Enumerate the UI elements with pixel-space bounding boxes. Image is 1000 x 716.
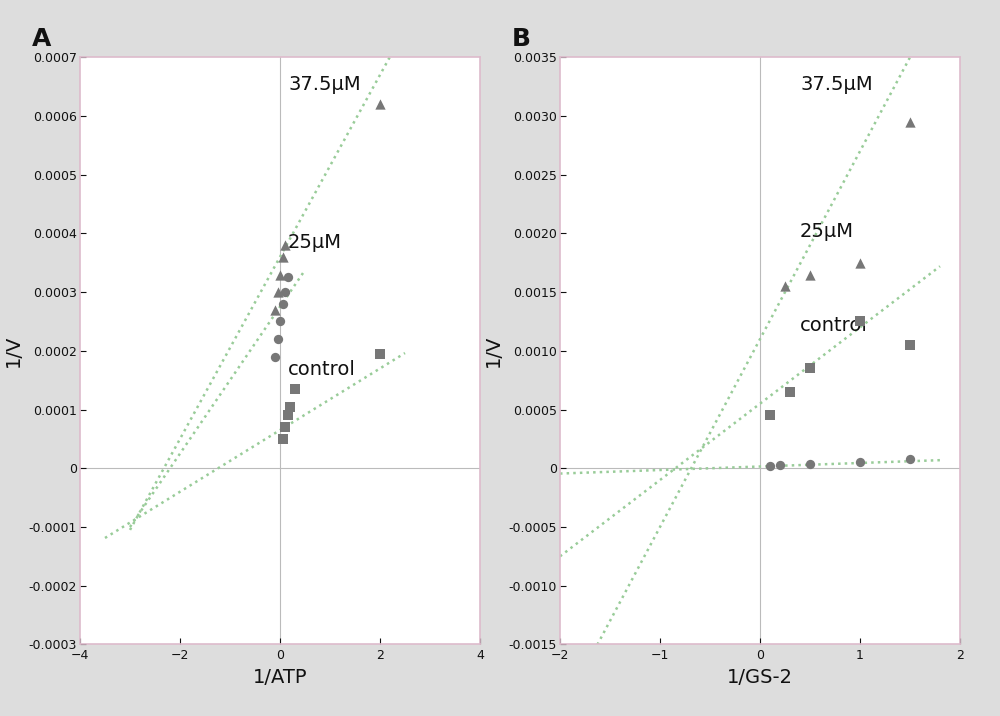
Point xyxy=(772,459,788,470)
Point xyxy=(372,348,388,359)
Text: control: control xyxy=(800,316,868,334)
Point xyxy=(802,458,818,469)
Point xyxy=(277,422,293,433)
Point xyxy=(902,339,918,351)
Point xyxy=(902,116,918,127)
Point xyxy=(902,454,918,465)
Point xyxy=(852,316,868,327)
Text: 37.5μM: 37.5μM xyxy=(800,75,873,94)
Text: 25μM: 25μM xyxy=(288,233,342,253)
Point xyxy=(287,383,303,395)
Point xyxy=(852,457,868,468)
Text: 37.5μM: 37.5μM xyxy=(288,75,361,94)
Point xyxy=(280,410,296,421)
Point xyxy=(762,410,778,421)
Point xyxy=(272,268,288,280)
Point xyxy=(267,351,283,362)
Text: control: control xyxy=(288,359,356,379)
Point xyxy=(782,386,798,397)
Point xyxy=(777,281,793,292)
Point xyxy=(282,401,298,412)
Point xyxy=(802,268,818,280)
Point xyxy=(272,316,288,327)
Text: B: B xyxy=(512,27,531,52)
Text: A: A xyxy=(32,27,51,52)
Point xyxy=(267,304,283,316)
Point xyxy=(270,334,286,345)
Point xyxy=(277,239,293,251)
Point xyxy=(852,257,868,268)
Point xyxy=(280,272,296,284)
X-axis label: 1/ATP: 1/ATP xyxy=(253,668,307,687)
Point xyxy=(274,433,291,445)
Y-axis label: 1/V: 1/V xyxy=(484,334,503,367)
Y-axis label: 1/V: 1/V xyxy=(4,334,23,367)
Point xyxy=(274,298,291,309)
Point xyxy=(277,286,293,298)
Point xyxy=(802,363,818,374)
Text: 25μM: 25μM xyxy=(800,222,854,241)
X-axis label: 1/GS-2: 1/GS-2 xyxy=(727,668,793,687)
Point xyxy=(274,251,291,263)
Point xyxy=(372,99,388,110)
Point xyxy=(270,286,286,298)
Point xyxy=(762,460,778,472)
